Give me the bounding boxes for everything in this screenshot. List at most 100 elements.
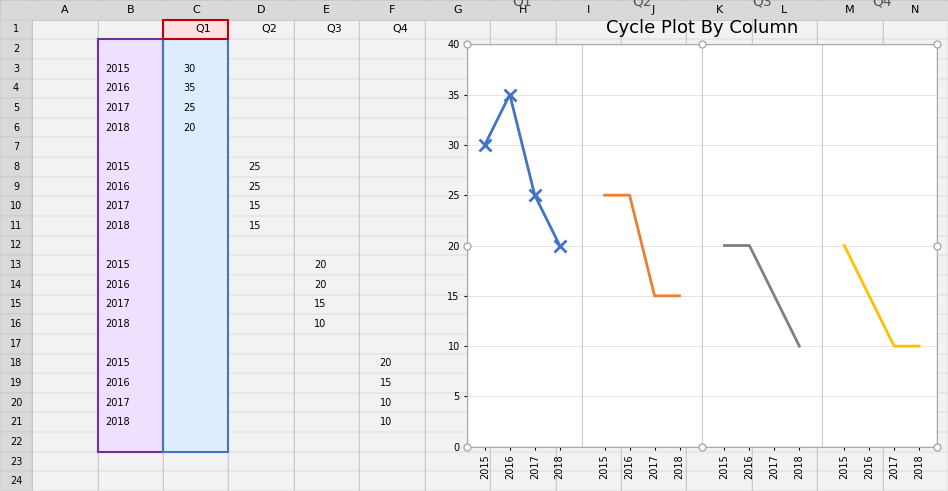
Text: 2: 2 <box>13 44 19 54</box>
Bar <box>98 39 163 452</box>
Text: 2015: 2015 <box>105 64 130 74</box>
Text: 15: 15 <box>379 378 392 388</box>
Bar <box>0 177 32 196</box>
Bar <box>163 39 228 452</box>
Text: 21: 21 <box>9 417 23 427</box>
Text: 2017: 2017 <box>105 300 130 309</box>
Text: Q4: Q4 <box>392 25 408 34</box>
Text: Q2: Q2 <box>632 0 652 9</box>
Bar <box>0 216 32 236</box>
Text: 15: 15 <box>248 221 261 231</box>
Bar <box>0 373 32 393</box>
Text: A: A <box>61 5 69 15</box>
Bar <box>0 295 32 314</box>
Text: 10: 10 <box>380 398 392 408</box>
Bar <box>0 20 32 39</box>
Text: M: M <box>845 5 855 15</box>
Text: D: D <box>257 5 265 15</box>
Bar <box>0 157 32 177</box>
Text: Q3: Q3 <box>326 25 342 34</box>
Bar <box>98 39 163 452</box>
Text: 13: 13 <box>10 260 22 270</box>
Text: 23: 23 <box>9 457 23 466</box>
Bar <box>163 20 228 39</box>
Text: F: F <box>389 5 395 15</box>
Text: 2018: 2018 <box>106 319 130 329</box>
Bar <box>0 255 32 275</box>
Text: 11: 11 <box>10 221 22 231</box>
Text: 2018: 2018 <box>106 417 130 427</box>
Text: 2018: 2018 <box>106 123 130 133</box>
Text: E: E <box>323 5 330 15</box>
Bar <box>0 354 32 373</box>
Text: 9: 9 <box>13 182 19 191</box>
Text: 20: 20 <box>314 260 326 270</box>
Text: K: K <box>716 5 722 15</box>
Text: C: C <box>191 5 200 15</box>
Text: 12: 12 <box>9 241 23 250</box>
Bar <box>0 236 32 255</box>
Text: 16: 16 <box>10 319 22 329</box>
Bar <box>0 196 32 216</box>
Text: 22: 22 <box>9 437 23 447</box>
Text: 5: 5 <box>13 103 19 113</box>
Bar <box>0 0 948 20</box>
Text: 19: 19 <box>10 378 22 388</box>
Text: 25: 25 <box>248 182 261 191</box>
Text: 8: 8 <box>13 162 19 172</box>
Bar <box>0 118 32 137</box>
Text: 15: 15 <box>9 300 23 309</box>
Bar <box>0 59 32 79</box>
Text: 4: 4 <box>13 83 19 93</box>
Text: 2016: 2016 <box>106 182 130 191</box>
Text: B: B <box>126 5 135 15</box>
Text: 6: 6 <box>13 123 19 133</box>
Bar <box>0 452 32 471</box>
Text: Q2: Q2 <box>261 25 277 34</box>
Text: 25: 25 <box>183 103 195 113</box>
Text: 2017: 2017 <box>105 103 130 113</box>
Text: H: H <box>519 5 527 15</box>
Text: 35: 35 <box>183 83 195 93</box>
Text: 14: 14 <box>10 280 22 290</box>
Text: 2015: 2015 <box>105 358 130 368</box>
Text: 2017: 2017 <box>105 201 130 211</box>
Text: 20: 20 <box>183 123 195 133</box>
Bar <box>0 137 32 157</box>
Text: G: G <box>453 5 462 15</box>
Text: 20: 20 <box>379 358 392 368</box>
Bar <box>0 39 32 59</box>
Text: 2015: 2015 <box>105 260 130 270</box>
Bar <box>163 39 228 452</box>
Title: Cycle Plot By Column: Cycle Plot By Column <box>606 19 798 37</box>
Text: 2015: 2015 <box>105 162 130 172</box>
Text: 2017: 2017 <box>105 398 130 408</box>
Text: 24: 24 <box>9 476 23 486</box>
Text: 20: 20 <box>314 280 326 290</box>
Bar <box>0 314 32 334</box>
Text: 10: 10 <box>10 201 22 211</box>
Text: 2016: 2016 <box>106 280 130 290</box>
Text: 2016: 2016 <box>106 378 130 388</box>
Bar <box>0 334 32 354</box>
Text: 20: 20 <box>9 398 23 408</box>
Text: 3: 3 <box>13 64 19 74</box>
Text: Q1: Q1 <box>195 25 211 34</box>
Text: 15: 15 <box>248 201 261 211</box>
Bar <box>0 98 32 118</box>
Text: 7: 7 <box>13 142 19 152</box>
Text: 25: 25 <box>248 162 261 172</box>
Text: 10: 10 <box>380 417 392 427</box>
Text: 2016: 2016 <box>106 83 130 93</box>
Text: 10: 10 <box>315 319 326 329</box>
Text: Q1: Q1 <box>513 0 532 9</box>
Text: 15: 15 <box>314 300 326 309</box>
Text: 18: 18 <box>10 358 22 368</box>
Bar <box>0 275 32 295</box>
Bar <box>0 432 32 452</box>
Text: J: J <box>652 5 655 15</box>
Text: I: I <box>587 5 590 15</box>
Text: 30: 30 <box>184 64 195 74</box>
Text: L: L <box>781 5 788 15</box>
Text: Q4: Q4 <box>872 0 891 9</box>
